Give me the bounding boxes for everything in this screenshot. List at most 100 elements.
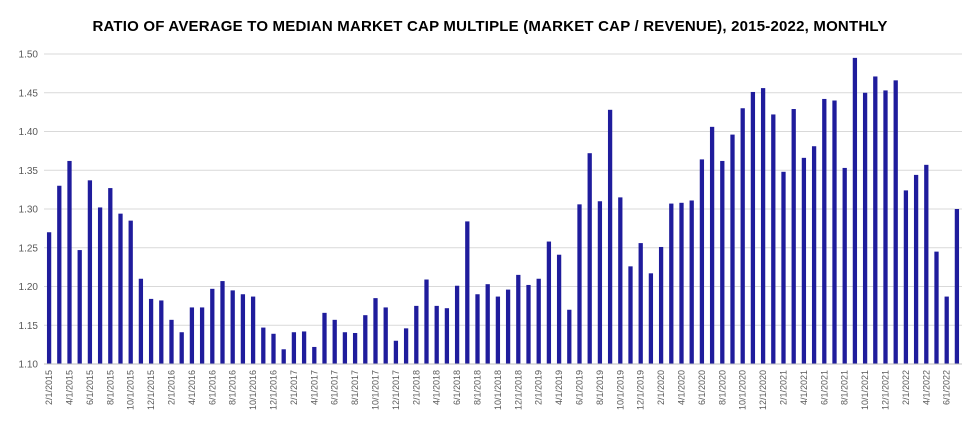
bar: [240, 294, 246, 364]
x-tick-label: 12/1/2017: [391, 370, 401, 410]
bar: [159, 300, 164, 364]
bar: [852, 57, 858, 365]
bar: [730, 134, 735, 364]
bar: [516, 274, 521, 365]
x-tick-label: 2/1/2019: [534, 370, 544, 405]
x-tick-label: 2/1/2016: [167, 370, 177, 405]
x-tick-label: 4/1/2021: [799, 370, 809, 405]
bar: [903, 190, 909, 364]
x-tick-label: 12/1/2019: [636, 370, 646, 410]
x-tick-label: 4/1/2020: [677, 370, 687, 405]
bar: [97, 207, 103, 364]
bar: [883, 90, 888, 365]
x-tick-label: 6/1/2019: [575, 370, 585, 405]
x-tick-label: 10/1/2020: [738, 370, 748, 410]
y-tick-label: 1.35: [19, 166, 39, 177]
bar: [567, 309, 572, 364]
y-tick-label: 1.10: [19, 360, 39, 371]
bar: [607, 109, 613, 364]
bar: [587, 153, 592, 364]
x-tick-label: 12/1/2018: [513, 370, 523, 410]
bar: [832, 100, 837, 364]
bar: [444, 308, 450, 364]
x-tick-label: 2/1/2020: [656, 370, 666, 405]
bar: [46, 232, 52, 364]
bar: [301, 331, 307, 364]
bar: [577, 204, 582, 364]
bar: [475, 294, 480, 364]
bar: [842, 167, 847, 364]
bar: [771, 114, 776, 364]
bar: [913, 174, 919, 364]
bar: [383, 307, 388, 364]
bar: [424, 279, 429, 364]
x-tick-label: 12/1/2020: [758, 370, 768, 410]
bar: [709, 126, 715, 364]
x-tick-label: 8/1/2021: [840, 370, 850, 405]
bar: [893, 80, 898, 364]
bars: [46, 57, 960, 365]
bar: [669, 203, 674, 364]
bar: [720, 160, 725, 364]
bar: [322, 312, 327, 364]
bar: [403, 328, 409, 364]
bar: [67, 160, 72, 364]
x-tick-label: 2/1/2017: [289, 370, 299, 405]
bar: [138, 278, 144, 364]
bar: [312, 346, 317, 364]
x-tick-label: 10/1/2015: [126, 370, 136, 410]
x-tick-label: 8/1/2020: [717, 370, 727, 405]
x-tick-label: 2/1/2018: [411, 370, 421, 405]
bar: [954, 209, 960, 364]
y-tick-label: 1.50: [19, 50, 39, 61]
bar: [791, 109, 796, 365]
bar: [658, 246, 664, 364]
bar: [699, 159, 705, 364]
gridlines: [44, 53, 962, 326]
bar: [556, 254, 562, 364]
bar: [199, 307, 205, 364]
x-tick-label: 6/1/2016: [207, 370, 217, 405]
bar: [87, 180, 93, 364]
x-tick-label: 12/1/2021: [881, 370, 891, 410]
bar: [434, 305, 439, 365]
x-tick-label: 12/1/2015: [146, 370, 156, 410]
y-tick-label: 1.45: [19, 88, 39, 99]
bar: [179, 332, 184, 364]
bar: [873, 76, 878, 364]
bar: [220, 281, 225, 364]
bar: [148, 298, 154, 364]
bar: [924, 164, 929, 364]
bar: [465, 221, 470, 364]
x-tick-label: 4/1/2016: [187, 370, 197, 405]
bar: [505, 289, 511, 364]
chart-title: RATIO OF AVERAGE TO MEDIAN MARKET CAP MU…: [92, 18, 888, 35]
bar: [281, 349, 286, 364]
bar: [740, 108, 745, 364]
bar: [77, 250, 82, 364]
y-tick-label: 1.40: [19, 127, 39, 138]
bar: [291, 332, 297, 364]
bar: [332, 319, 337, 364]
bar: [679, 202, 684, 364]
y-axis-tick-labels: 1.10 1.15 1.20 1.25 1.30 1.35 1.40 1.45 1.50: [19, 50, 39, 371]
bar: [210, 288, 215, 364]
bar: [597, 201, 603, 364]
bar: [862, 92, 868, 364]
x-tick-label: 12/1/2016: [269, 370, 279, 410]
bar: [822, 98, 827, 364]
x-tick-label: 8/1/2015: [105, 370, 115, 405]
bar: [393, 340, 399, 364]
bar: [618, 197, 623, 364]
bar: [414, 305, 419, 365]
x-tick-label: 6/1/2017: [330, 370, 340, 405]
x-tick-label: 10/1/2021: [860, 370, 870, 410]
bar: [811, 146, 817, 364]
bar: [781, 171, 786, 364]
bar: [342, 332, 348, 364]
x-tick-label: 6/1/2015: [85, 370, 95, 405]
x-tick-label: 8/1/2019: [595, 370, 605, 405]
x-tick-label: 2/1/2021: [779, 370, 789, 405]
bar: [108, 188, 113, 364]
